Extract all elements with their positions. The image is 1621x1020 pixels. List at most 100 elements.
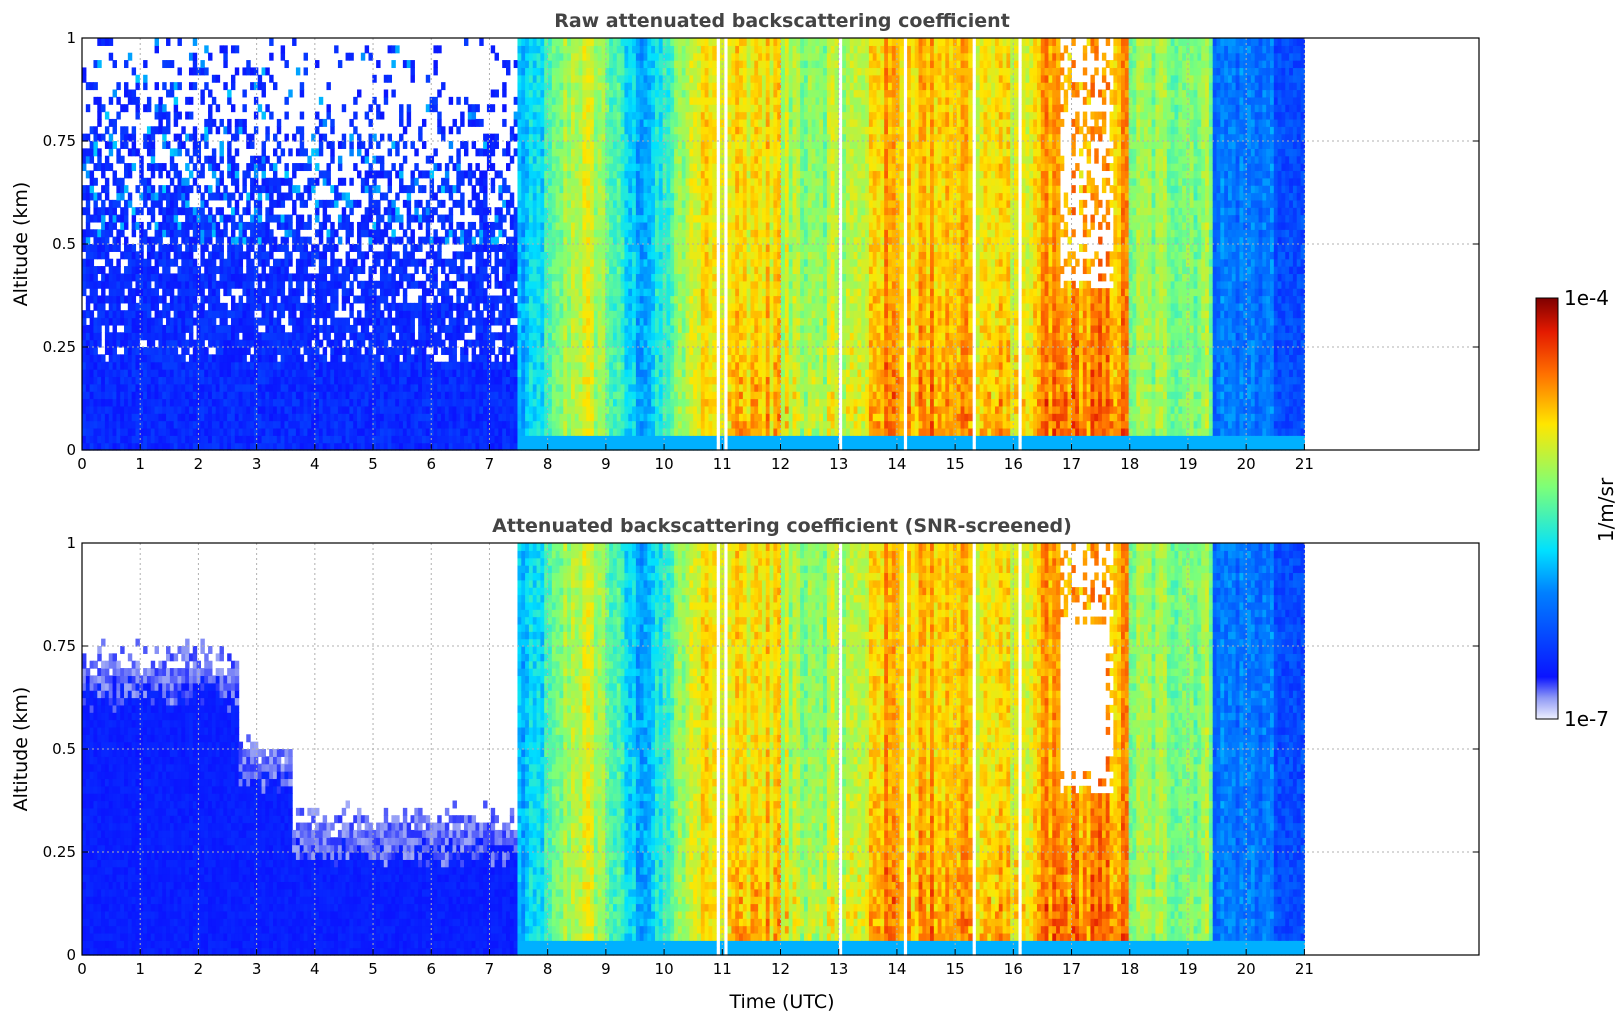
heatmap-cell [208,53,212,61]
heatmap-cell [124,369,128,377]
heatmap-cell [147,244,151,252]
heatmap-cell [162,354,166,362]
heatmap-cell [174,207,178,215]
heatmap-cell [166,90,170,98]
heatmap-cell [93,141,97,149]
heatmap-cell [135,362,139,370]
heatmap-cell [220,273,224,281]
heatmap-cell [216,354,220,362]
heatmap-cell [212,222,216,230]
heatmap-cell [120,222,124,230]
heatmap-cell [93,200,97,208]
heatmap-cell [204,222,208,230]
heatmap-cell [135,112,139,120]
heatmap-cell [93,82,97,90]
heatmap-cell [170,406,174,414]
heatmap-cell [178,207,182,215]
heatmap-cell [235,273,239,281]
heatmap-cell [204,347,208,355]
heatmap-cell [239,318,243,326]
heatmap-cell [223,376,227,384]
heatmap-cell [189,237,193,245]
heatmap-cell [166,406,170,414]
heatmap-cell [212,413,216,421]
heatmap-cell [97,318,101,326]
heatmap-cell [235,413,239,421]
heatmap-cell [193,60,197,68]
heatmap-cell [86,222,90,230]
heatmap-cell [189,325,193,333]
heatmap-cell [235,119,239,127]
heatmap-cell [97,303,101,311]
heatmap-cell [204,185,208,193]
heatmap-cell [200,421,204,429]
heatmap-cell [231,207,235,215]
heatmap-cell [174,244,178,252]
heatmap-cell [135,75,139,83]
heatmap-cell [223,273,227,281]
heatmap-cell [105,428,109,436]
heatmap-cell [101,251,105,259]
heatmap-cell [151,237,155,245]
heatmap-cell [151,421,155,429]
heatmap-cell [193,244,197,252]
heatmap-cell [128,281,132,289]
heatmap-cell [223,435,227,443]
heatmap-cell [204,215,208,223]
heatmap-cell [208,273,212,281]
heatmap-cell [120,104,124,112]
heatmap-cell [105,413,109,421]
heatmap-cell [181,369,185,377]
heatmap-cell [166,376,170,384]
heatmap-cell [193,215,197,223]
heatmap-cell [109,244,113,252]
heatmap-cell [124,354,128,362]
heatmap-cell [189,369,193,377]
heatmap-cell [105,222,109,230]
heatmap-cell [143,178,147,186]
heatmap-cell [174,421,178,429]
heatmap-cell [178,178,182,186]
heatmap-cell [155,347,159,355]
heatmap-cell [97,207,101,215]
heatmap-cell [128,303,132,311]
heatmap-cell [178,170,182,178]
heatmap-cell [116,112,120,120]
heatmap-cell [151,332,155,340]
heatmap-cell [185,421,189,429]
heatmap-cell [147,97,151,105]
heatmap-cell [93,237,97,245]
heatmap-cell [128,376,132,384]
heatmap-cell [216,75,220,83]
heatmap-cell [208,112,212,120]
heatmap-cell [178,112,182,120]
heatmap-cell [166,170,170,178]
heatmap-cell [208,362,212,370]
heatmap-cell [166,421,170,429]
heatmap-cell [200,60,204,68]
heatmap-cell [223,193,227,201]
heatmap-cell [109,207,113,215]
heatmap-cell [155,310,159,318]
heatmap-cell [231,413,235,421]
heatmap-cell [185,163,189,171]
heatmap-cell [135,399,139,407]
heatmap-cell [174,384,178,392]
heatmap-cell [105,237,109,245]
heatmap-cell [109,340,113,348]
heatmap-cell [216,281,220,289]
heatmap-cell [147,318,151,326]
heatmap-cell [155,318,159,326]
heatmap-cell [128,325,132,333]
heatmap-cell [124,90,128,98]
heatmap-cell [109,288,113,296]
heatmap-cell [178,340,182,348]
heatmap-cell [185,413,189,421]
heatmap-cell [143,354,147,362]
heatmap-cell [158,185,162,193]
heatmap-cell [86,413,90,421]
heatmap-cell [208,237,212,245]
heatmap-cell [197,391,201,399]
heatmap-cell [151,413,155,421]
heatmap-cell [105,273,109,281]
